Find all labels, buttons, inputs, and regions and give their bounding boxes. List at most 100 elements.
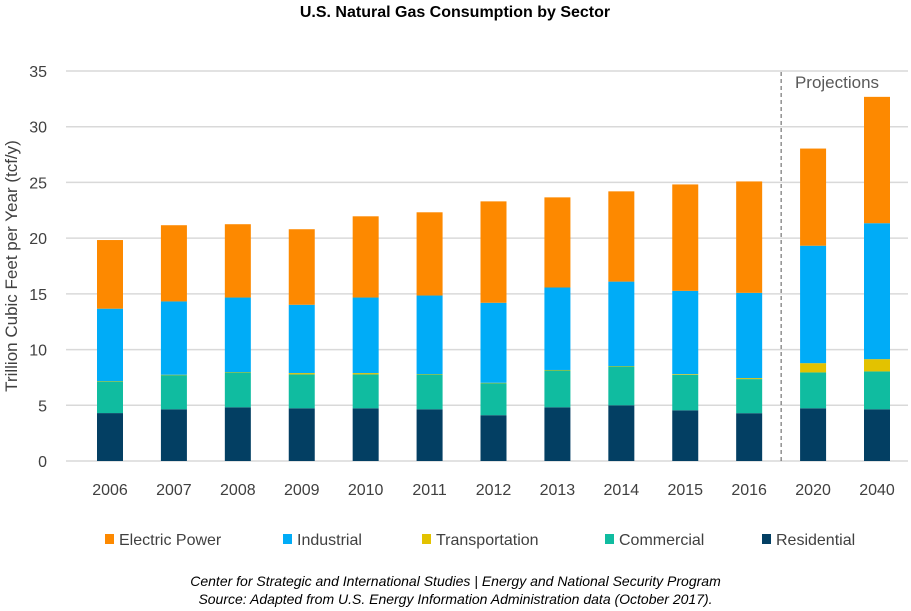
bar-segment-residential	[736, 413, 763, 461]
bar-segment-commercial	[480, 383, 507, 416]
bar-segment-electric-power	[160, 225, 187, 302]
x-tick-label: 2008	[220, 482, 256, 499]
bar-segment-transportation	[160, 374, 187, 376]
bar-segment-electric-power	[480, 201, 507, 303]
legend-label: Commercial	[619, 532, 704, 549]
bar-segment-transportation	[416, 374, 443, 375]
bar-segment-electric-power	[736, 181, 763, 293]
bar-segment-electric-power	[544, 197, 571, 288]
bars	[97, 96, 890, 461]
bar-segment-transportation	[800, 363, 827, 373]
x-tick-label: 2012	[476, 482, 512, 499]
bar-segment-transportation	[608, 366, 635, 367]
bar-segment-electric-power	[800, 148, 827, 246]
x-tick-label: 2016	[731, 482, 767, 499]
y-tick-label: 25	[29, 175, 47, 192]
bar-segment-commercial	[544, 370, 571, 408]
legend-swatch	[283, 534, 292, 544]
x-tick-label: 2010	[348, 482, 384, 499]
bar-segment-residential	[864, 409, 890, 461]
bar-segment-residential	[224, 407, 251, 461]
bar-segment-residential	[672, 410, 699, 461]
y-tick-label: 30	[29, 120, 47, 137]
bar-segment-electric-power	[97, 240, 123, 309]
bar-segment-commercial	[736, 379, 763, 414]
bar-segment-commercial	[288, 374, 315, 409]
legend-label: Transportation	[436, 532, 539, 549]
bar-segment-transportation	[352, 373, 379, 375]
bar-segment-transportation	[97, 381, 123, 382]
y-tick-label: 10	[29, 343, 47, 360]
bar-segment-residential	[160, 409, 187, 461]
bar-segment-electric-power	[608, 191, 635, 282]
bar-segment-residential	[800, 408, 827, 461]
bar-segment-residential	[288, 408, 315, 461]
bar-segment-industrial	[160, 301, 187, 375]
bar-segment-commercial	[224, 372, 251, 408]
bar-segment-industrial	[288, 304, 315, 374]
bar-segment-industrial	[736, 292, 763, 379]
bar-segment-transportation	[544, 369, 571, 371]
legend-label: Industrial	[297, 532, 362, 549]
stacked-bar-chart: U.S. Natural Gas Consumption by Sector T…	[2, 4, 908, 549]
y-tick-label: 20	[29, 231, 47, 248]
bar-segment-commercial	[672, 374, 699, 411]
bar-segment-commercial	[97, 381, 123, 414]
x-tick-label: 2015	[667, 482, 703, 499]
legend-swatch	[105, 534, 114, 544]
footer-credit: Center for Strategic and International S…	[190, 573, 721, 589]
bar-segment-transportation	[736, 378, 763, 380]
bar-segment-transportation	[288, 373, 315, 375]
x-axis-ticks: 2006 2007 2008 2009 2010 2011 2012 2013 2014 2015…	[92, 482, 895, 499]
bar-segment-industrial	[800, 245, 827, 364]
bar-segment-electric-power	[672, 184, 699, 291]
bar-segment-industrial	[544, 287, 571, 370]
bar-segment-residential	[97, 413, 123, 461]
bar-segment-residential	[544, 407, 571, 461]
bar-segment-industrial	[480, 302, 507, 383]
legend-swatch	[605, 534, 614, 544]
bar-segment-commercial	[352, 374, 379, 409]
chart-title: U.S. Natural Gas Consumption by Sector	[300, 4, 610, 21]
bar-segment-electric-power	[416, 212, 443, 296]
bar-segment-industrial	[608, 281, 635, 367]
bar-segment-industrial	[864, 223, 890, 360]
projections-annotation: Projections	[780, 72, 879, 461]
bar-segment-commercial	[864, 371, 890, 410]
bar-segment-industrial	[672, 290, 699, 375]
bar-segment-residential	[416, 409, 443, 461]
legend-swatch	[422, 534, 431, 544]
legend-swatch	[762, 534, 771, 544]
bar-segment-transportation	[224, 372, 251, 373]
y-tick-label: 35	[29, 64, 47, 81]
bar-segment-residential	[352, 408, 379, 461]
bar-segment-transportation	[480, 382, 507, 384]
x-tick-label: 2011	[412, 482, 447, 499]
x-tick-label: 2014	[604, 482, 640, 499]
bar-segment-residential	[608, 405, 635, 461]
bar-segment-electric-power	[224, 224, 251, 298]
bar-segment-residential	[480, 415, 507, 461]
y-tick-label: 5	[38, 398, 47, 415]
x-tick-label: 2040	[859, 482, 895, 499]
bar-segment-transportation	[672, 374, 699, 375]
x-tick-label: 2006	[92, 482, 128, 499]
bar-segment-electric-power	[288, 229, 315, 305]
legend: Electric Power Industrial Transportation Co…	[105, 532, 855, 549]
footer-source: Source: Adapted from U.S. Energy Informa…	[198, 591, 713, 607]
x-tick-label: 2020	[795, 482, 831, 499]
y-axis-ticks: 0 5 10 15 20 25 30 35	[29, 64, 47, 471]
x-tick-label: 2007	[156, 482, 192, 499]
bar-segment-commercial	[800, 372, 827, 409]
y-axis-label: Trillion Cubic Feet per Year (tcf/y)	[2, 140, 21, 392]
bar-segment-industrial	[416, 295, 443, 375]
legend-label: Electric Power	[119, 532, 222, 549]
x-tick-label: 2013	[540, 482, 576, 499]
bar-segment-commercial	[416, 374, 443, 410]
bar-segment-industrial	[224, 297, 251, 373]
bar-segment-electric-power	[352, 216, 379, 298]
bar-segment-electric-power	[864, 96, 890, 224]
projections-label: Projections	[795, 73, 879, 92]
y-tick-label: 15	[29, 287, 47, 304]
bar-segment-industrial	[352, 297, 379, 374]
